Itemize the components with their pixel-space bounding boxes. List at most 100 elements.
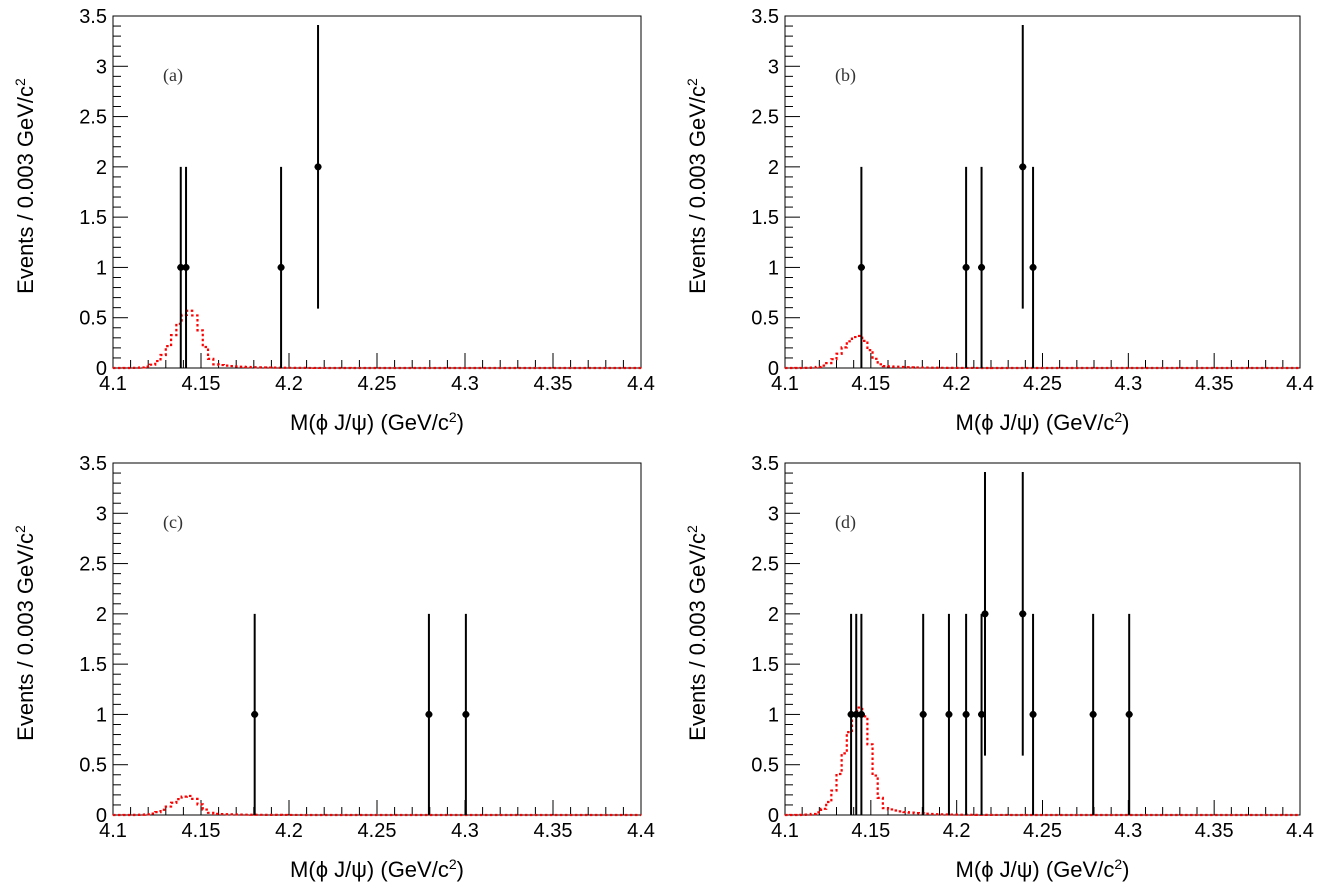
x-tick-label: 4.25	[358, 820, 397, 842]
y-tick-label: 3.5	[751, 453, 779, 475]
x-tick-label: 4.3	[451, 373, 479, 395]
plot-frame	[112, 462, 642, 816]
x-axis-title: M(ϕ J/ψ) (GeV/c2)	[290, 409, 464, 435]
data-point	[462, 710, 470, 718]
y-axis-title: Events / 0.003 GeV/c2	[684, 78, 710, 294]
data-point	[962, 263, 970, 271]
data-point	[425, 710, 433, 718]
data-point	[847, 710, 855, 718]
data-point	[277, 263, 285, 271]
x-axis-title: M(ϕ J/ψ) (GeV/c2)	[956, 409, 1130, 435]
panel-label: (b)	[835, 65, 856, 86]
y-tick-label: 0.5	[79, 755, 107, 777]
data-point	[314, 163, 322, 171]
y-tick-label: 1	[96, 257, 107, 279]
data-point	[1019, 163, 1027, 171]
y-tick-label: 2.5	[79, 554, 107, 576]
x-tick-label: 4.2	[275, 820, 303, 842]
x-tick-label: 4.4	[627, 373, 655, 395]
x-tick-label: 4.25	[1023, 820, 1062, 842]
data-point	[251, 710, 259, 718]
y-tick-label: 0.5	[751, 755, 779, 777]
y-tick-label: 2	[96, 157, 107, 179]
x-tick-label: 4.1	[99, 373, 127, 395]
data-point	[1089, 710, 1097, 718]
y-tick-label: 2.5	[751, 554, 779, 576]
y-tick-label: 3.5	[79, 6, 107, 28]
x-tick-label: 4.35	[534, 820, 573, 842]
y-tick-label: 3	[768, 503, 779, 525]
x-tick-label: 4.1	[771, 373, 799, 395]
y-tick-label: 1.5	[79, 207, 107, 229]
x-tick-label: 4.3	[1114, 820, 1142, 842]
data-point	[852, 710, 860, 718]
y-tick-label: 1	[96, 704, 107, 726]
y-tick-label: 0	[96, 805, 107, 827]
y-tick-label: 1.5	[751, 207, 779, 229]
data-point	[177, 263, 185, 271]
x-tick-label: 4.25	[1023, 373, 1062, 395]
x-tick-label: 4.4	[627, 820, 655, 842]
y-tick-label: 3	[768, 56, 779, 78]
y-tick-label: 3	[96, 503, 107, 525]
y-tick-label: 3.5	[79, 453, 107, 475]
y-tick-label: 1	[768, 257, 779, 279]
y-axis-title: Events / 0.003 GeV/c2	[12, 525, 38, 741]
data-point	[857, 263, 865, 271]
y-tick-label: 1	[768, 704, 779, 726]
x-tick-label: 4.1	[99, 820, 127, 842]
x-tick-label: 4.4	[1286, 820, 1314, 842]
y-tick-label: 1.5	[751, 654, 779, 676]
x-axis-title: M(ϕ J/ψ) (GeV/c2)	[290, 856, 464, 882]
y-tick-label: 2.5	[79, 107, 107, 129]
x-tick-label: 4.25	[358, 373, 397, 395]
x-tick-label: 4.3	[1114, 373, 1142, 395]
x-tick-label: 4.2	[943, 820, 971, 842]
signal-shape-curve	[785, 706, 1300, 817]
data-point	[962, 710, 970, 718]
x-tick-label: 4.1	[771, 820, 799, 842]
data-point	[919, 710, 927, 718]
x-tick-label: 4.35	[534, 373, 573, 395]
y-tick-label: 0	[96, 358, 107, 380]
x-tick-label: 4.2	[943, 373, 971, 395]
y-tick-label: 0	[768, 805, 779, 827]
y-tick-label: 3.5	[751, 6, 779, 28]
x-tick-label: 4.35	[1195, 820, 1234, 842]
y-tick-label: 2	[768, 604, 779, 626]
data-point	[1029, 263, 1037, 271]
x-tick-label: 4.35	[1195, 373, 1234, 395]
chart-panel-b: 0 0.5 1 1.5 2 2.5 3 3.5 4.1 4.15 4.2 4.25 4.3 4.35 4.4…	[684, 6, 1314, 435]
signal-shape-curve	[785, 334, 1300, 370]
x-tick-label: 4.4	[1286, 373, 1314, 395]
x-tick-label: 4.15	[182, 820, 221, 842]
data-point	[1125, 710, 1133, 718]
y-tick-label: 3	[96, 56, 107, 78]
x-tick-label: 4.3	[451, 820, 479, 842]
data-point	[1029, 710, 1037, 718]
x-tick-label: 4.15	[851, 820, 890, 842]
data-point	[857, 710, 865, 718]
data-point	[182, 263, 190, 271]
x-tick-label: 4.2	[275, 373, 303, 395]
chart-panel-c: 0 0.5 1 1.5 2 2.5 3 3.5 4.1 4.15 4.2 4.25 4.3 4.35 4.4…	[12, 453, 655, 882]
data-point	[978, 710, 986, 718]
x-tick-label: 4.15	[851, 373, 890, 395]
panel-label: (d)	[835, 512, 856, 533]
y-tick-label: 0.5	[79, 308, 107, 330]
x-tick-label: 4.15	[182, 373, 221, 395]
y-tick-label: 2	[768, 157, 779, 179]
x-axis-title: M(ϕ J/ψ) (GeV/c2)	[956, 856, 1130, 882]
data-point	[981, 610, 989, 618]
chart-panel-d: 0 0.5 1 1.5 2 2.5 3 3.5 4.1 4.15 4.2 4.25 4.3 4.35 4.4…	[684, 453, 1314, 882]
y-axis-title: Events / 0.003 GeV/c2	[12, 78, 38, 294]
chart-panel-a: 0 0.5 1 1.5 2 2.5 3 3.5 4.1 4.15 4.2 4.25 4.3 4.35 4.4…	[12, 6, 655, 435]
y-tick-label: 2	[96, 604, 107, 626]
panel-label: (a)	[163, 65, 183, 86]
data-point	[1019, 610, 1027, 618]
y-tick-label: 0	[768, 358, 779, 380]
panel-label: (c)	[163, 512, 183, 533]
y-tick-label: 0.5	[751, 308, 779, 330]
y-tick-label: 2.5	[751, 107, 779, 129]
